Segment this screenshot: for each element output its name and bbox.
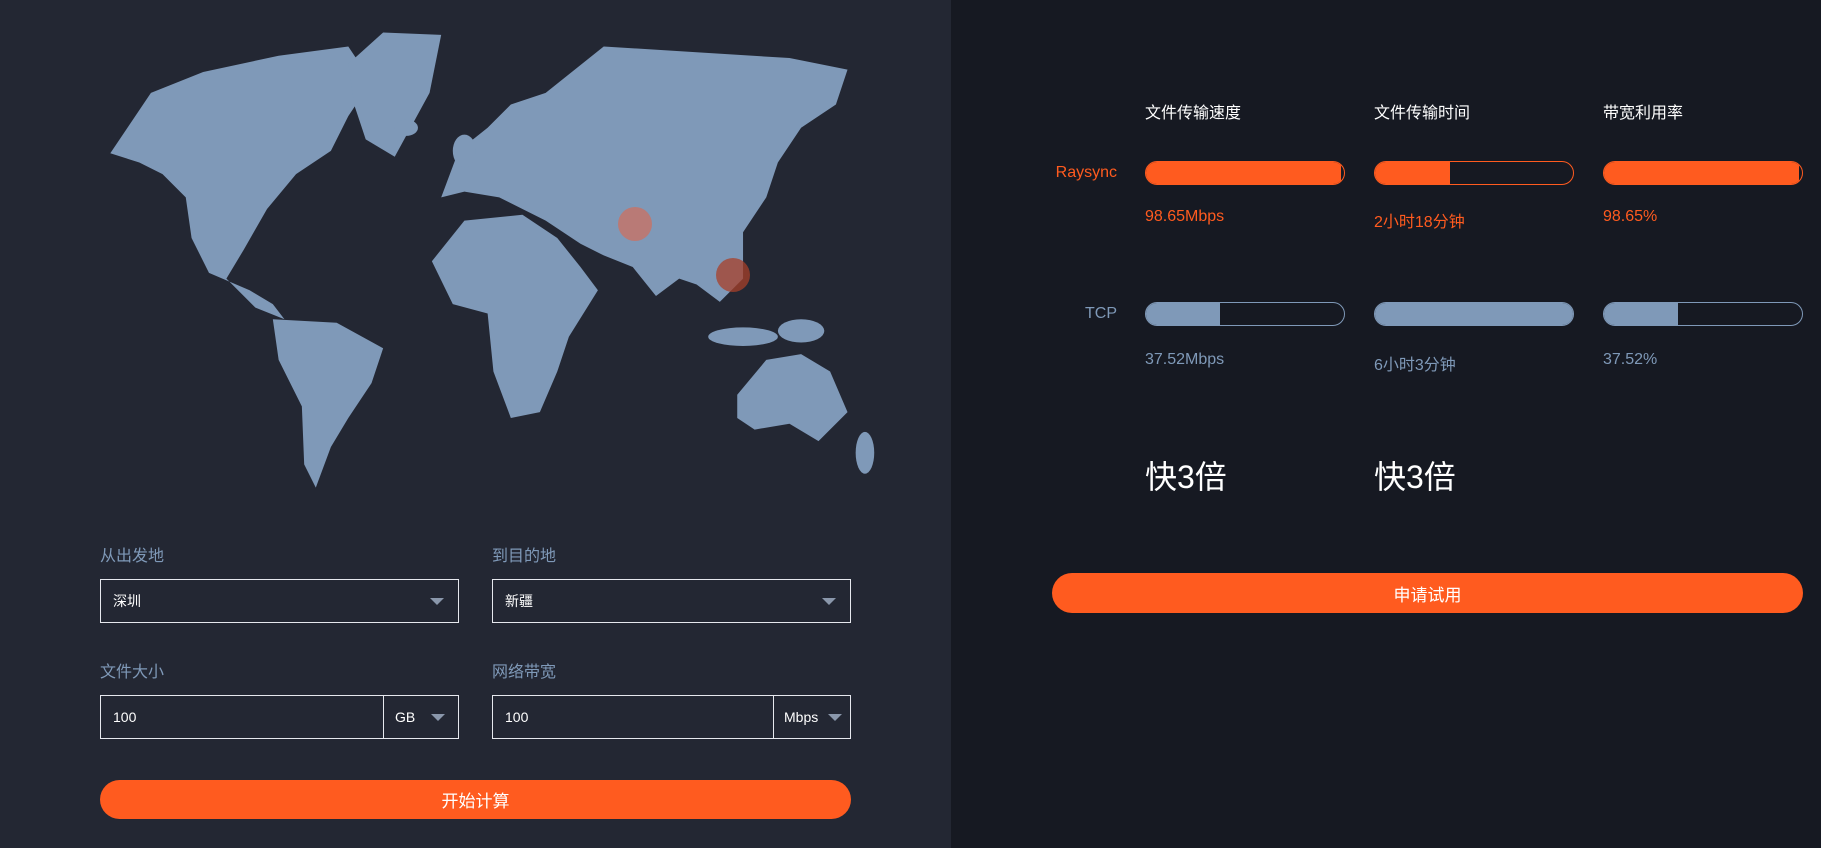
world-map (110, 32, 875, 488)
origin-value: 深圳 (113, 593, 141, 609)
destination-marker (716, 258, 750, 292)
column-header: 文件传输速度 (1145, 105, 1242, 122)
tcp-progress-bar (1603, 302, 1803, 326)
bandwidth-unit: Mbps (784, 709, 819, 725)
file-size-label: 文件大小 (100, 664, 165, 681)
raysync-value: 2小时18分钟 (1374, 214, 1465, 231)
greenland (348, 32, 442, 157)
speedup-text: 快3倍 (1145, 459, 1227, 495)
origin-marker (618, 207, 652, 241)
results-panel: 申请试用 文件传输速度 文件传输时间 带宽利用率 Raysync 98.65Mbps 2小… (951, 0, 1821, 848)
calculator-panel: 从出发地 深圳 到目的地 新疆 文件大小 100 GB 网络带宽 100 Mbp… (0, 0, 951, 848)
file-size-unit-select[interactable]: GB (383, 695, 459, 739)
origin-select[interactable]: 深圳 (100, 579, 459, 623)
tcp-value: 37.52Mbps (1145, 351, 1225, 368)
speedup-text: 快3倍 (1374, 459, 1456, 495)
raysync-progress-fill (1146, 162, 1342, 184)
column-header: 文件传输时间 (1374, 105, 1471, 122)
bandwidth-unit-select[interactable]: Mbps (773, 695, 851, 739)
tcp-label: TCP (1085, 305, 1117, 322)
raysync-label: Raysync (1055, 164, 1117, 181)
destination-value: 新疆 (505, 593, 533, 609)
raysync-progress-fill (1375, 162, 1451, 184)
origin-label: 从出发地 (100, 548, 165, 565)
chevron-down-icon (828, 713, 842, 721)
bandwidth-input[interactable]: 100 (492, 695, 774, 739)
tcp-progress-bar (1374, 302, 1574, 326)
tcp-progress-bar (1145, 302, 1345, 326)
chevron-down-icon (822, 597, 836, 605)
australia (737, 354, 848, 442)
request-trial-button[interactable]: 申请试用 (1052, 573, 1803, 613)
file-size-value: 100 (113, 709, 137, 725)
chevron-down-icon (431, 713, 445, 721)
bandwidth-label: 网络带宽 (492, 664, 557, 681)
eurasia (441, 46, 848, 302)
chevron-down-icon (430, 597, 444, 605)
destination-select[interactable]: 新疆 (492, 579, 851, 623)
raysync-value: 98.65% (1603, 208, 1658, 225)
tcp-value: 37.52% (1603, 351, 1658, 368)
north-america (110, 46, 372, 320)
file-size-input[interactable]: 100 (100, 695, 384, 739)
bandwidth-value: 100 (505, 709, 529, 725)
raysync-progress-fill (1604, 162, 1800, 184)
tcp-progress-fill (1146, 303, 1221, 325)
raysync-value: 98.65Mbps (1145, 208, 1225, 225)
destination-label: 到目的地 (492, 548, 557, 565)
raysync-progress-bar (1374, 161, 1574, 185)
calculate-button[interactable]: 开始计算 (100, 780, 851, 819)
africa (431, 214, 598, 418)
tcp-value: 6小时3分钟 (1374, 357, 1456, 374)
raysync-progress-bar (1603, 161, 1803, 185)
raysync-progress-bar (1145, 161, 1345, 185)
tcp-progress-fill (1604, 303, 1679, 325)
south-america (272, 319, 384, 488)
column-header: 带宽利用率 (1603, 105, 1684, 122)
tcp-progress-fill (1375, 303, 1573, 325)
file-size-unit: GB (395, 709, 416, 725)
